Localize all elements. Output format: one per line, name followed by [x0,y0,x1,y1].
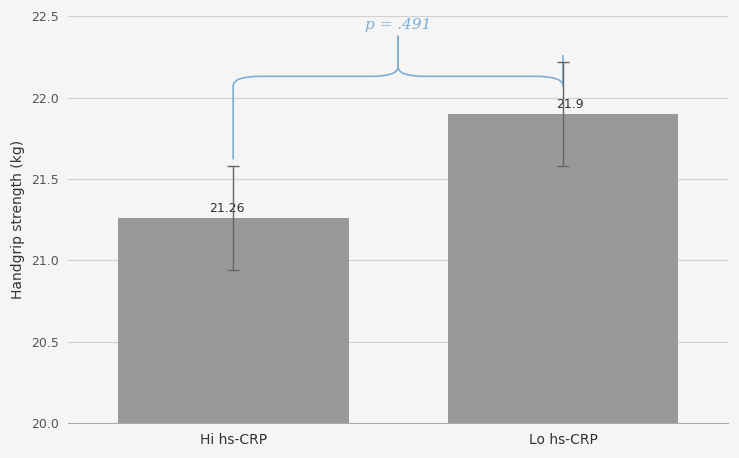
Bar [118,218,349,423]
Text: p = .491: p = .491 [365,18,432,33]
Text: 21.26: 21.26 [209,202,245,215]
Y-axis label: Handgrip strength (kg): Handgrip strength (kg) [11,140,25,299]
Bar [448,114,678,423]
Text: 21.9: 21.9 [556,98,583,110]
